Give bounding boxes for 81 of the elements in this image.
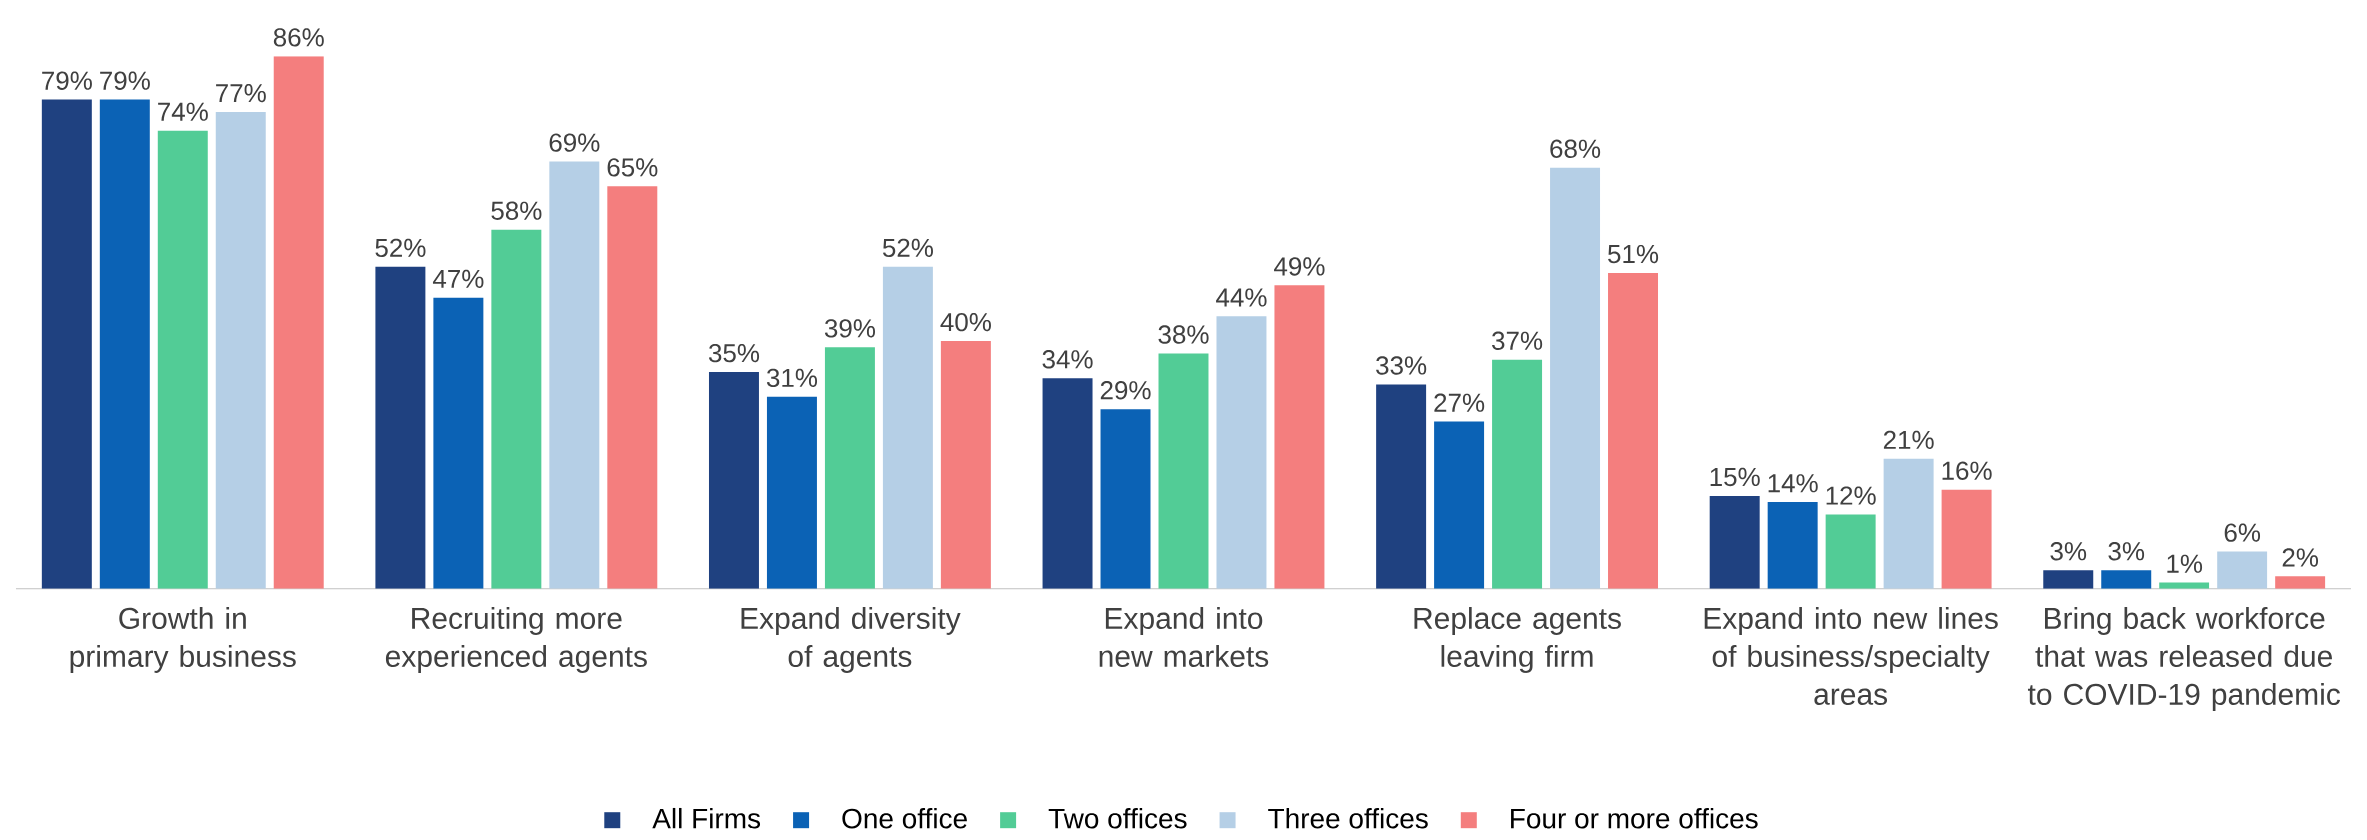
data-label: 68% [1550,139,1601,158]
bar [1274,285,1325,589]
data-label: 39% [824,318,876,338]
legend-label: Three offices [1268,807,1428,829]
x-tick-label: Expand diversity of agents [741,606,961,673]
data-label: 38% [1158,325,1209,344]
bar [1100,408,1151,589]
bar [1216,316,1267,589]
data-label: 14% [1768,473,1818,493]
data-label: 86% [273,27,324,47]
bar [882,266,933,589]
x-tick-label: Expand into new markets [1099,606,1269,667]
data-label: 79% [42,71,92,90]
data-label: 31% [766,368,818,387]
data-label: 65% [607,157,658,177]
data-label: 29% [1100,380,1151,400]
bar [41,99,92,589]
data-label: 52% [882,238,933,257]
bar [1492,359,1543,589]
bar [1376,384,1427,589]
bar [607,186,658,589]
bar [1883,458,1934,589]
bar [766,396,817,589]
bar [1767,501,1818,589]
data-label: 6% [2224,523,2261,542]
data-label: 2% [2282,548,2319,567]
bar [824,347,875,589]
legend-label: All Firms [652,807,761,829]
data-label: 52% [375,238,426,257]
legend-label: One office [842,807,967,829]
data-label: 12% [1826,486,1876,505]
bar [2043,569,2094,589]
x-tick-label: Recruiting more experienced agents [385,606,647,673]
data-label: 79% [100,71,150,90]
data-label: 74% [158,102,208,121]
data-label: 27% [1434,393,1485,412]
bar [940,340,991,589]
bar [1709,495,1760,589]
data-label: 69% [549,133,600,152]
bar [2275,576,2326,589]
data-label: 58% [491,201,542,220]
data-label: 51% [1608,244,1659,264]
bar [157,130,208,589]
bar [1550,167,1601,589]
bar [2101,569,2152,589]
data-label: 1% [2167,554,2203,573]
bar [1042,378,1093,589]
bar [708,371,759,589]
bar [99,99,150,589]
bar [433,297,484,589]
x-tick-label: Bring back workforce that was released due to COVID-19 pandemic [2027,606,2341,711]
data-label: 77% [216,83,266,103]
bar [1434,421,1485,589]
bar [375,266,426,589]
legend-label: Two offices [1048,807,1187,829]
x-tick-label: Expand into new lines of business/specialty areas [1704,606,1998,705]
data-label: 33% [1376,356,1427,375]
x-tick-label: Replace agents leaving firm [1414,606,1621,673]
data-label: 44% [1216,288,1267,307]
data-label: 47% [432,269,484,288]
bar [2217,551,2268,589]
data-label: 3% [2108,541,2145,561]
bar [549,161,600,589]
bar [1825,514,1876,589]
data-label: 37% [1492,331,1543,350]
bar [1941,489,1992,589]
data-label: 35% [708,343,760,363]
data-label: 40% [940,312,991,332]
bar [1608,272,1659,589]
data-label: 21% [1883,430,1934,449]
data-label: 49% [1274,257,1325,276]
data-label: 15% [1710,467,1760,486]
data-label: 3% [2050,541,2087,561]
bar [491,229,542,589]
bar [215,111,266,589]
x-tick-label: Growth in primary business [70,606,296,673]
data-label: 16% [1942,461,1992,480]
data-label: 34% [1042,349,1093,369]
bar [1158,353,1209,589]
legend-label: Four or more offices [1511,807,1758,829]
bar [273,56,324,589]
